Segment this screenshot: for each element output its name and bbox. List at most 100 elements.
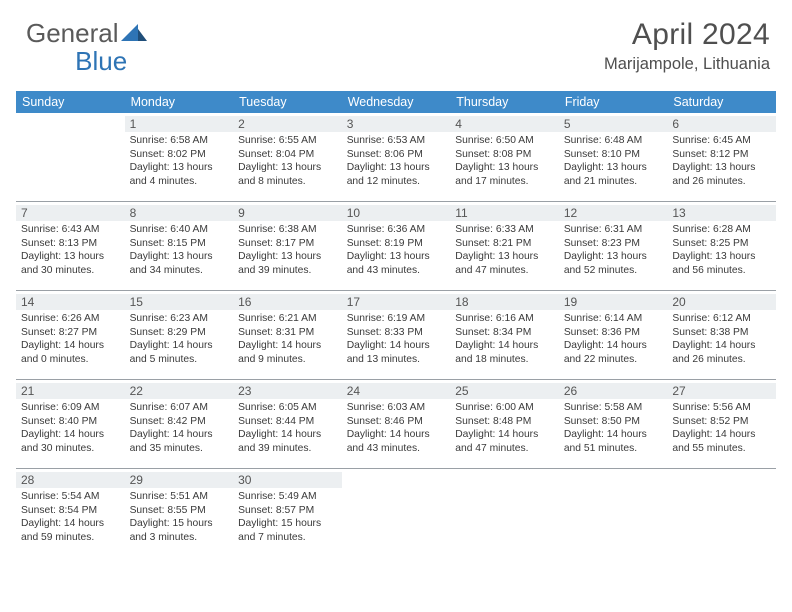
sunset-text: Sunset: 8:48 PM bbox=[455, 415, 554, 429]
day-details: Sunrise: 6:21 AMSunset: 8:31 PMDaylight:… bbox=[238, 312, 337, 366]
day-details: Sunrise: 5:56 AMSunset: 8:52 PMDaylight:… bbox=[672, 401, 771, 455]
sunset-text: Sunset: 8:44 PM bbox=[238, 415, 337, 429]
sunset-text: Sunset: 8:38 PM bbox=[672, 326, 771, 340]
calendar-cell: 7Sunrise: 6:43 AMSunset: 8:13 PMDaylight… bbox=[16, 202, 125, 291]
daylight-text: and 55 minutes. bbox=[672, 442, 771, 456]
day-details: Sunrise: 6:16 AMSunset: 8:34 PMDaylight:… bbox=[455, 312, 554, 366]
calendar-cell: 3Sunrise: 6:53 AMSunset: 8:06 PMDaylight… bbox=[342, 113, 451, 202]
daylight-text: and 30 minutes. bbox=[21, 264, 120, 278]
day-details: Sunrise: 6:05 AMSunset: 8:44 PMDaylight:… bbox=[238, 401, 337, 455]
daylight-text: Daylight: 14 hours bbox=[564, 428, 663, 442]
calendar-cell bbox=[16, 113, 125, 202]
sunset-text: Sunset: 8:02 PM bbox=[130, 148, 229, 162]
day-number: 10 bbox=[342, 205, 451, 221]
sunset-text: Sunset: 8:29 PM bbox=[130, 326, 229, 340]
sunset-text: Sunset: 8:15 PM bbox=[130, 237, 229, 251]
calendar-cell: 28 Sunrise: 5:54 AMSunset: 8:54 PMDayligh… bbox=[16, 469, 125, 558]
sunrise-text: Sunrise: 5:54 AM bbox=[21, 490, 120, 504]
sunrise-text: Sunrise: 6:12 AM bbox=[672, 312, 771, 326]
daylight-text: and 5 minutes. bbox=[130, 353, 229, 367]
sunset-text: Sunset: 8:42 PM bbox=[130, 415, 229, 429]
daylight-text: Daylight: 14 hours bbox=[21, 428, 120, 442]
day-details: Sunrise: 6:40 AMSunset: 8:15 PMDaylight:… bbox=[130, 223, 229, 277]
daylight-text: and 47 minutes. bbox=[455, 264, 554, 278]
day-details: Sunrise: 6:07 AMSunset: 8:42 PMDaylight:… bbox=[130, 401, 229, 455]
sunrise-text: Sunrise: 6:45 AM bbox=[672, 134, 771, 148]
daylight-text: Daylight: 14 hours bbox=[347, 428, 446, 442]
day-number: 2 bbox=[233, 116, 342, 132]
sunset-text: Sunset: 8:57 PM bbox=[238, 504, 337, 518]
day-details: Sunrise: 6:53 AMSunset: 8:06 PMDaylight:… bbox=[347, 134, 446, 188]
sunset-text: Sunset: 8:46 PM bbox=[347, 415, 446, 429]
calendar-cell: 17Sunrise: 6:19 AMSunset: 8:33 PMDayligh… bbox=[342, 291, 451, 380]
calendar-table: Sunday Monday Tuesday Wednesday Thursday… bbox=[16, 91, 776, 557]
daylight-text: Daylight: 14 hours bbox=[130, 428, 229, 442]
daylight-text: and 30 minutes. bbox=[21, 442, 120, 456]
sunset-text: Sunset: 8:10 PM bbox=[564, 148, 663, 162]
daylight-text: and 34 minutes. bbox=[130, 264, 229, 278]
daylight-text: and 9 minutes. bbox=[238, 353, 337, 367]
sunrise-text: Sunrise: 5:51 AM bbox=[130, 490, 229, 504]
sunset-text: Sunset: 8:54 PM bbox=[21, 504, 120, 518]
sunrise-text: Sunrise: 6:21 AM bbox=[238, 312, 337, 326]
weekday-heading: Friday bbox=[559, 91, 668, 113]
calendar-week-row: 14Sunrise: 6:26 AMSunset: 8:27 PMDayligh… bbox=[16, 291, 776, 380]
day-details: Sunrise: 6:55 AMSunset: 8:04 PMDaylight:… bbox=[238, 134, 337, 188]
month-title: April 2024 bbox=[604, 18, 770, 52]
day-details: Sunrise: 6:43 AMSunset: 8:13 PMDaylight:… bbox=[21, 223, 120, 277]
sunset-text: Sunset: 8:55 PM bbox=[130, 504, 229, 518]
daylight-text: Daylight: 14 hours bbox=[455, 339, 554, 353]
calendar-cell: 16Sunrise: 6:21 AMSunset: 8:31 PMDayligh… bbox=[233, 291, 342, 380]
daylight-text: Daylight: 14 hours bbox=[238, 428, 337, 442]
day-number: 6 bbox=[667, 116, 776, 132]
day-details: Sunrise: 6:50 AMSunset: 8:08 PMDaylight:… bbox=[455, 134, 554, 188]
daylight-text: Daylight: 14 hours bbox=[238, 339, 337, 353]
sunrise-text: Sunrise: 5:49 AM bbox=[238, 490, 337, 504]
daylight-text: and 56 minutes. bbox=[672, 264, 771, 278]
sunset-text: Sunset: 8:08 PM bbox=[455, 148, 554, 162]
day-details: Sunrise: 6:36 AMSunset: 8:19 PMDaylight:… bbox=[347, 223, 446, 277]
sunset-text: Sunset: 8:06 PM bbox=[347, 148, 446, 162]
sunset-text: Sunset: 8:23 PM bbox=[564, 237, 663, 251]
calendar-week-row: 7Sunrise: 6:43 AMSunset: 8:13 PMDaylight… bbox=[16, 202, 776, 291]
calendar-cell: 12Sunrise: 6:31 AMSunset: 8:23 PMDayligh… bbox=[559, 202, 668, 291]
sunset-text: Sunset: 8:12 PM bbox=[672, 148, 771, 162]
daylight-text: and 26 minutes. bbox=[672, 353, 771, 367]
sunrise-text: Sunrise: 6:58 AM bbox=[130, 134, 229, 148]
daylight-text: Daylight: 13 hours bbox=[564, 161, 663, 175]
sunrise-text: Sunrise: 6:40 AM bbox=[130, 223, 229, 237]
day-details: Sunrise: 5:54 AMSunset: 8:54 PMDaylight:… bbox=[21, 490, 120, 544]
sunrise-text: Sunrise: 6:07 AM bbox=[130, 401, 229, 415]
daylight-text: Daylight: 15 hours bbox=[130, 517, 229, 531]
daylight-text: Daylight: 14 hours bbox=[347, 339, 446, 353]
calendar-cell: 15Sunrise: 6:23 AMSunset: 8:29 PMDayligh… bbox=[125, 291, 234, 380]
sunrise-text: Sunrise: 6:36 AM bbox=[347, 223, 446, 237]
title-block: April 2024 Marijampole, Lithuania bbox=[604, 18, 776, 74]
day-details: Sunrise: 5:58 AMSunset: 8:50 PMDaylight:… bbox=[564, 401, 663, 455]
calendar-cell: 8Sunrise: 6:40 AMSunset: 8:15 PMDaylight… bbox=[125, 202, 234, 291]
daylight-text: Daylight: 13 hours bbox=[672, 250, 771, 264]
calendar-cell: 25Sunrise: 6:00 AMSunset: 8:48 PMDayligh… bbox=[450, 380, 559, 469]
daylight-text: Daylight: 14 hours bbox=[21, 517, 120, 531]
day-number: 30 bbox=[233, 472, 342, 488]
day-details: Sunrise: 5:51 AMSunset: 8:55 PMDaylight:… bbox=[130, 490, 229, 544]
day-number: 17 bbox=[342, 294, 451, 310]
day-number: 22 bbox=[125, 383, 234, 399]
day-number: 28 bbox=[16, 472, 125, 488]
sunset-text: Sunset: 8:25 PM bbox=[672, 237, 771, 251]
calendar-cell: 18Sunrise: 6:16 AMSunset: 8:34 PMDayligh… bbox=[450, 291, 559, 380]
brand-part1: General bbox=[26, 18, 119, 49]
calendar-cell: 2 Sunrise: 6:55 AMSunset: 8:04 PMDaylight… bbox=[233, 113, 342, 202]
daylight-text: Daylight: 13 hours bbox=[347, 250, 446, 264]
calendar-cell: 11Sunrise: 6:33 AMSunset: 8:21 PMDayligh… bbox=[450, 202, 559, 291]
sunrise-text: Sunrise: 6:05 AM bbox=[238, 401, 337, 415]
daylight-text: Daylight: 13 hours bbox=[238, 250, 337, 264]
day-details: Sunrise: 6:31 AMSunset: 8:23 PMDaylight:… bbox=[564, 223, 663, 277]
daylight-text: and 3 minutes. bbox=[130, 531, 229, 545]
sunrise-text: Sunrise: 6:48 AM bbox=[564, 134, 663, 148]
daylight-text: and 39 minutes. bbox=[238, 264, 337, 278]
sunrise-text: Sunrise: 6:31 AM bbox=[564, 223, 663, 237]
daylight-text: Daylight: 13 hours bbox=[347, 161, 446, 175]
day-details: Sunrise: 6:28 AMSunset: 8:25 PMDaylight:… bbox=[672, 223, 771, 277]
sunrise-text: Sunrise: 6:19 AM bbox=[347, 312, 446, 326]
